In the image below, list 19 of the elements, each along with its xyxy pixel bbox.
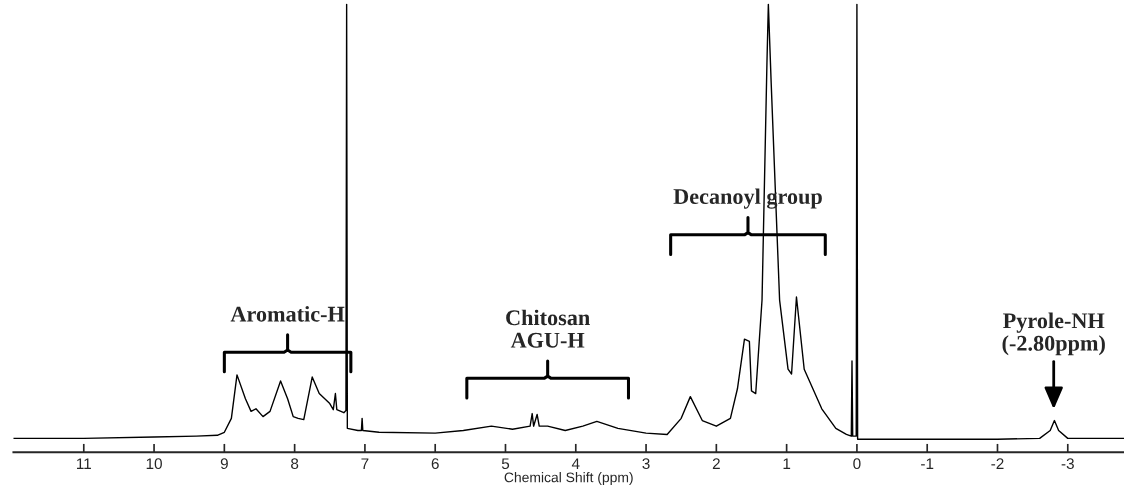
annotation: Chitosan AGU-H [506, 309, 590, 348]
x-tick-label: -2 [991, 458, 1004, 469]
x-tick-label: 2 [712, 458, 720, 469]
annotation: Pyrole-NH (-2.80ppm) [1002, 312, 1105, 356]
x-tick-label: -1 [921, 458, 934, 469]
x-tick-label: 7 [361, 458, 369, 469]
x-tick-label: 0 [853, 458, 861, 470]
annotation: Aromatic-H [230, 306, 345, 322]
x-tick-label: 5 [501, 458, 510, 470]
x-tick-label: 6 [431, 458, 439, 470]
x-tick-label: 9 [220, 458, 228, 470]
x-tick-label: 4 [571, 458, 580, 469]
x-tick-label: 3 [642, 458, 650, 470]
x-axis-title: Chemical Shift (ppm) [504, 472, 633, 486]
x-tick-label: 8 [291, 458, 299, 470]
x-tick-label: 1 [783, 458, 791, 469]
x-tick-label: 11 [77, 458, 91, 469]
x-tick-label: -3 [1061, 458, 1074, 470]
x-tick-label: 10 [146, 458, 162, 470]
